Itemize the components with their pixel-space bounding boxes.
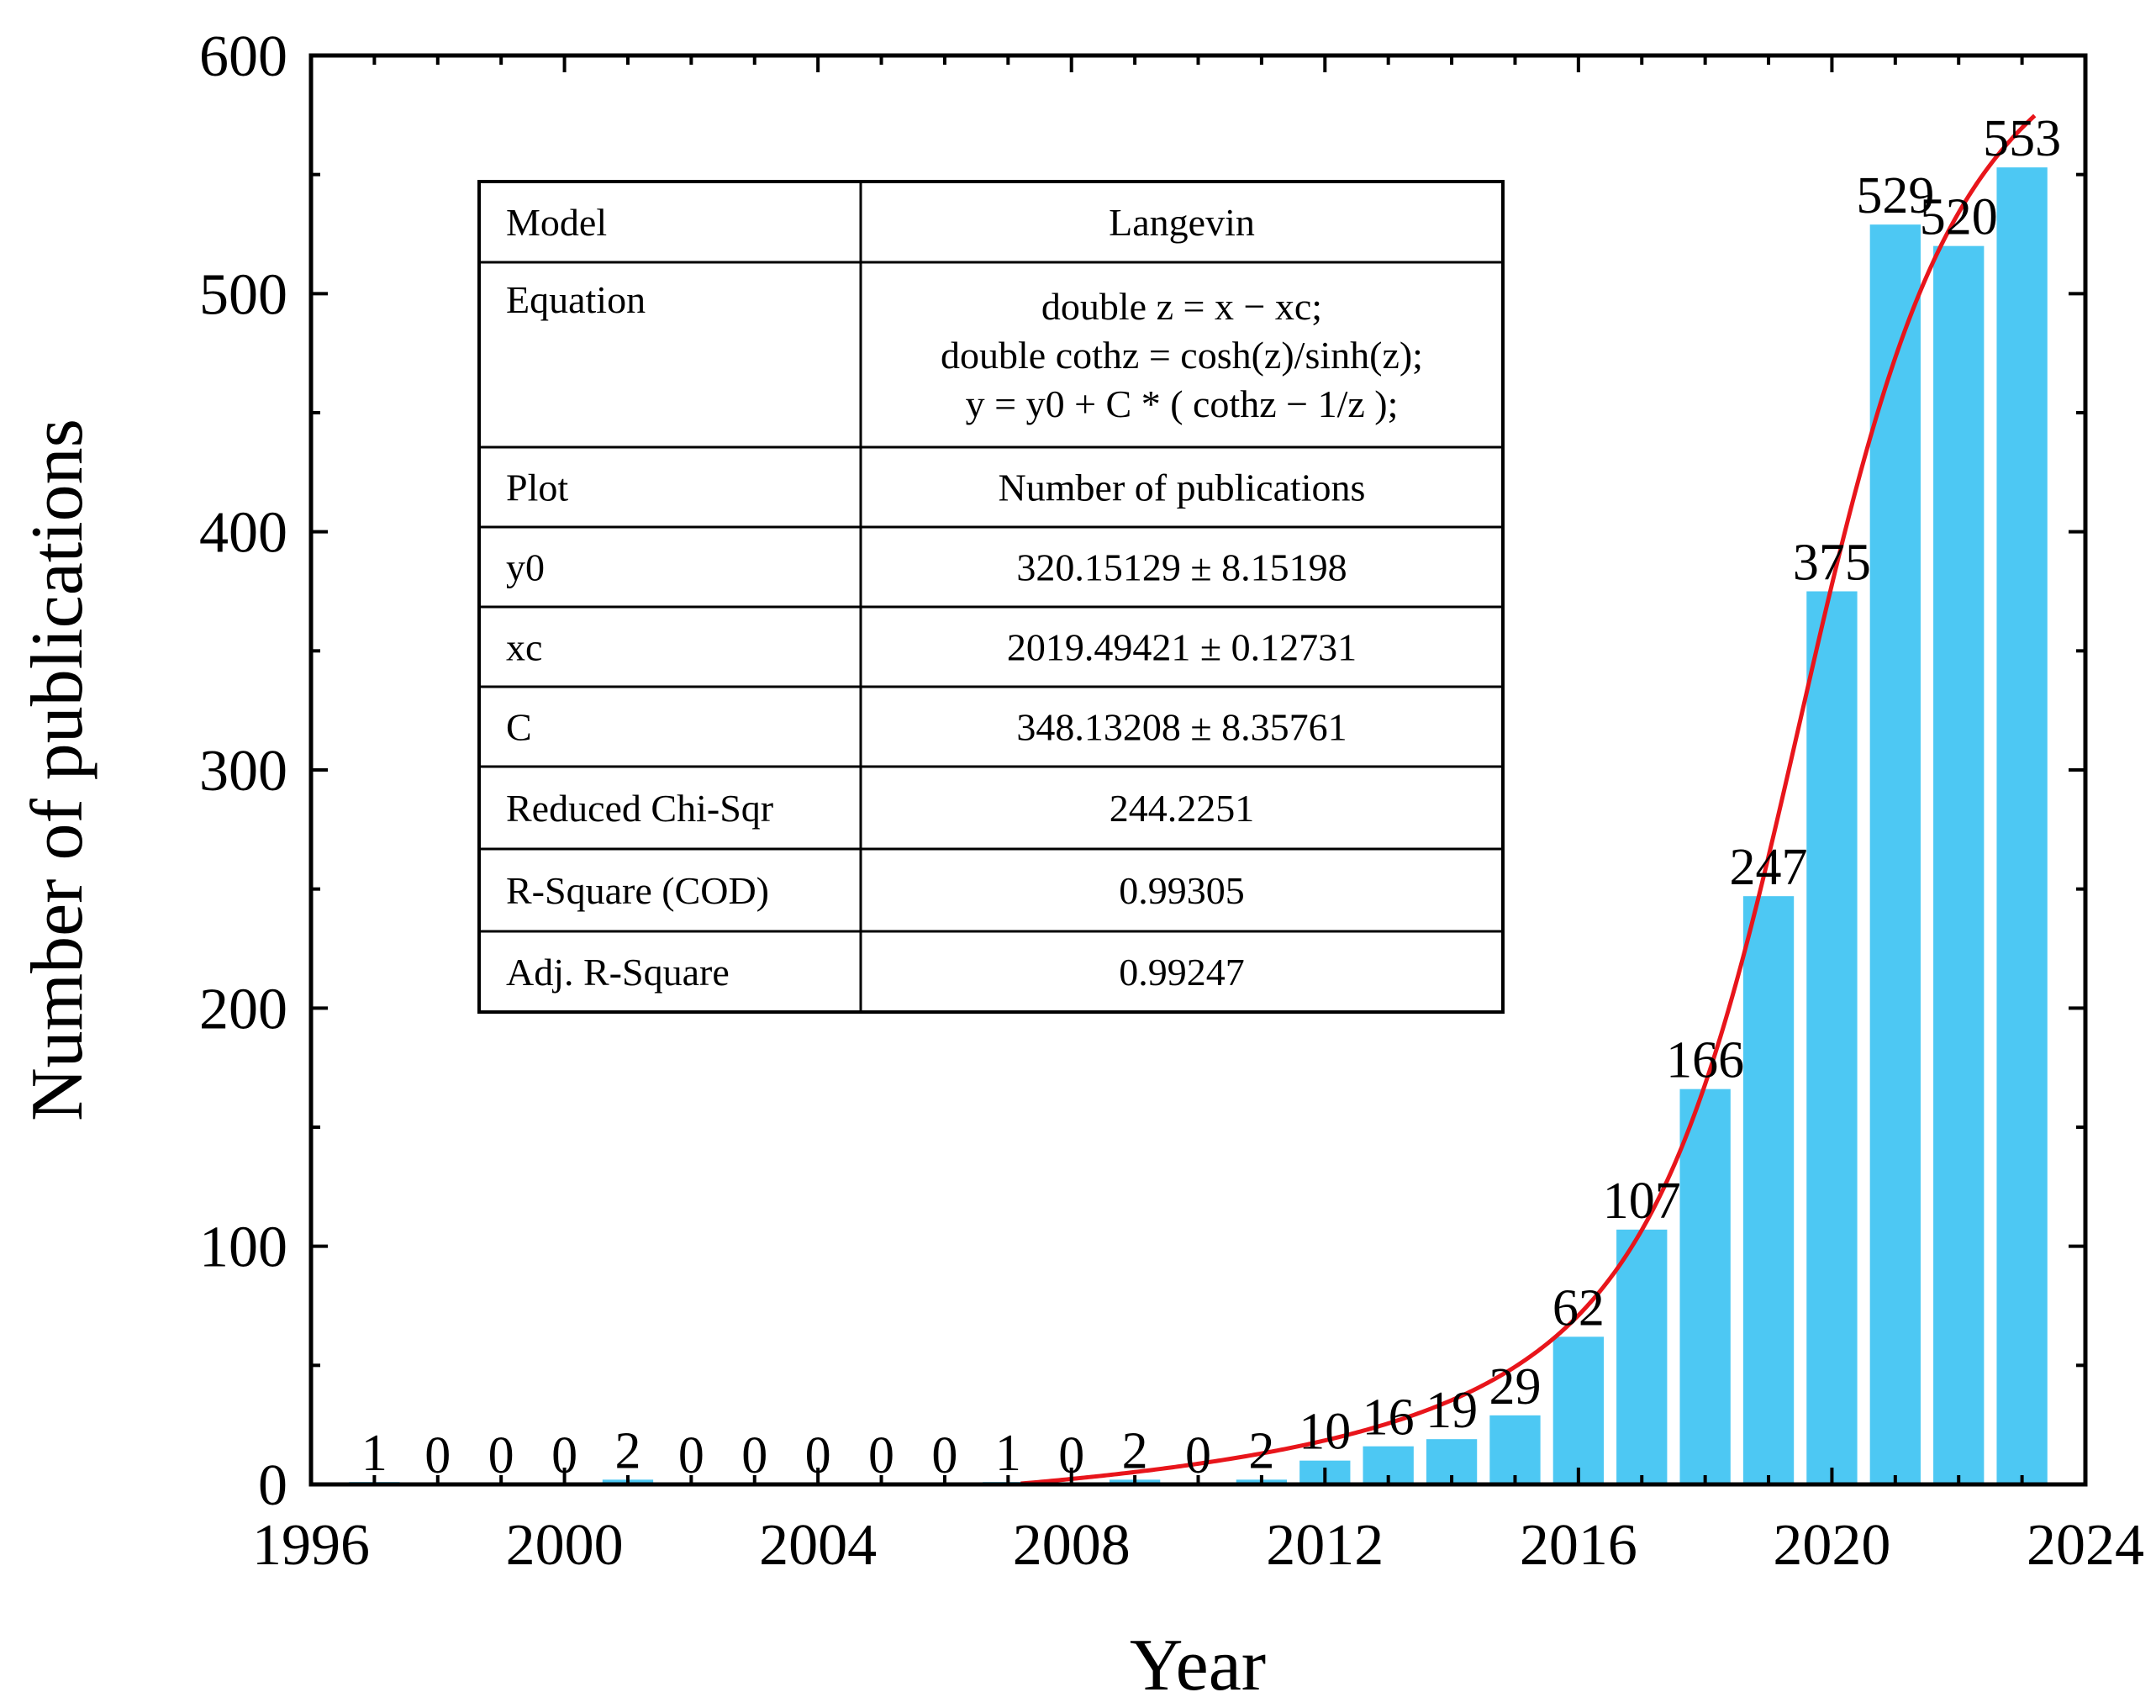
x-tick-label-2020: 2020	[1773, 1513, 1890, 1578]
bar-label-2014: 19	[1426, 1382, 1478, 1439]
bar-2021	[1869, 224, 1921, 1485]
bar-label-2017: 107	[1603, 1173, 1681, 1230]
table-row-value: double z = x − xc;	[1041, 285, 1322, 328]
bar-label-2002: 0	[678, 1427, 704, 1484]
bar-label-2005: 0	[868, 1427, 894, 1484]
x-axis-title: Year	[1130, 1625, 1266, 1706]
bar-label-2006: 0	[931, 1427, 957, 1484]
x-tick-label-2004: 2004	[759, 1513, 877, 1578]
bar-2019	[1742, 896, 1795, 1484]
bar-label-2016: 62	[1552, 1279, 1605, 1336]
y-tick-label-200: 200	[199, 977, 287, 1041]
x-tick-label-2000: 2000	[506, 1513, 624, 1578]
table-row-label: y0	[506, 546, 545, 589]
x-tick-label-2016: 2016	[1520, 1513, 1637, 1578]
bar-2023	[1996, 167, 2048, 1485]
table-row-value: Number of publications	[999, 467, 1366, 509]
bar-label-2003: 0	[741, 1427, 767, 1484]
bar-label-2009: 2	[1122, 1422, 1148, 1479]
table-row-value: Langevin	[1109, 201, 1255, 244]
table-row-label: Plot	[506, 467, 568, 509]
bar-label-2018: 166	[1666, 1032, 1744, 1089]
table-row-label: Reduced Chi-Sqr	[506, 787, 773, 830]
bar-label-2001: 2	[614, 1422, 640, 1479]
bar-label-2013: 16	[1363, 1389, 1415, 1447]
table-row-value: 244.2251	[1110, 787, 1255, 830]
y-tick-label-300: 300	[199, 739, 287, 804]
x-tick-label-2008: 2008	[1013, 1513, 1131, 1578]
bar-2018	[1679, 1089, 1731, 1484]
bar-2020	[1806, 591, 1858, 1484]
table-row-value: y = y0 + C * ( cothz − 1/z );	[966, 382, 1399, 425]
table-row-value: 0.99305	[1119, 869, 1245, 912]
x-tick-label-2024: 2024	[2027, 1513, 2144, 1578]
bar-label-2021: 529	[1856, 167, 1934, 224]
y-tick-label-400: 400	[199, 501, 287, 566]
bar-label-2022: 520	[1920, 189, 1998, 246]
table-border	[477, 180, 1505, 1014]
table-row-label: Model	[506, 201, 607, 244]
fit-curve-layer	[1020, 113, 2037, 1486]
y-tick-label-100: 100	[199, 1215, 287, 1280]
bar-labels-layer: 1 0 0 0 2 0 0 0 0 0 1 0 2 0 2 10 16 19 2962107166247375529…	[361, 110, 2061, 1484]
bar-2016	[1552, 1336, 1605, 1484]
table-row-label: xc	[506, 626, 542, 669]
table-row-label: Adj. R-Square	[506, 951, 730, 994]
fit-curve-langevin	[1020, 113, 2037, 1486]
bar-2022	[1933, 245, 1985, 1485]
table-row-value: 348.13208 ± 8.35761	[1016, 706, 1347, 749]
fit-parameters-table: Model Langevin Equation double z = x − xc; d…	[477, 180, 1505, 1014]
bar-label-2011: 2	[1248, 1422, 1274, 1479]
table-row-value: 320.15129 ± 8.15198	[1016, 546, 1347, 589]
table-row-label: R-Square (COD)	[506, 869, 769, 912]
bar-2017	[1616, 1229, 1668, 1484]
bar-label-2019: 247	[1730, 839, 1808, 896]
table-row-label: C	[506, 706, 532, 749]
table-row-label: Equation	[506, 278, 646, 321]
y-tick-label-0: 0	[258, 1453, 287, 1518]
bar-label-2012: 10	[1299, 1404, 1351, 1461]
bar-label-2020: 375	[1793, 535, 1871, 592]
x-tick-label-1996: 1996	[252, 1513, 370, 1578]
y-axis-title: Number of publications	[17, 419, 98, 1121]
table-row-value: 0.99247	[1119, 951, 1245, 994]
bar-label-1997: 1	[361, 1425, 387, 1482]
table-row-value: 2019.49421 ± 0.12731	[1007, 626, 1357, 669]
bar-label-2023: 553	[1983, 110, 2061, 167]
bar-label-2007: 1	[995, 1425, 1021, 1482]
ticks-layer: 1996 2000 2004 2008 2012 2016 2020 202401002003…	[199, 24, 2144, 1578]
bar-label-1998: 0	[424, 1427, 451, 1484]
y-tick-label-600: 600	[199, 24, 287, 89]
bar-label-2010: 0	[1185, 1427, 1211, 1484]
table-row-value: double cothz = cosh(z)/sinh(z);	[941, 334, 1423, 377]
bar-label-2015: 29	[1489, 1358, 1541, 1415]
table-background	[479, 182, 1503, 1012]
bar-label-1999: 0	[488, 1427, 514, 1484]
bar-2015	[1489, 1415, 1541, 1484]
y-tick-label-500: 500	[199, 262, 287, 327]
bars-layer	[349, 167, 2048, 1485]
x-tick-label-2012: 2012	[1266, 1513, 1384, 1578]
